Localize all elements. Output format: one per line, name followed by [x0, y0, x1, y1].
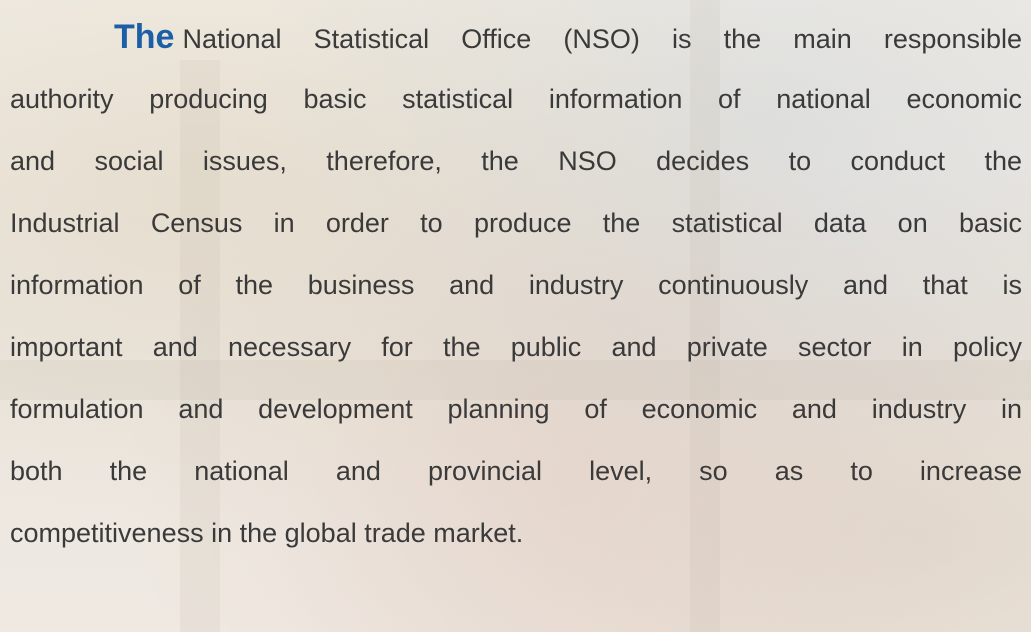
paragraph-line: The National Statistical Office (NSO) is … — [10, 6, 1022, 68]
paragraph-line: both the national and provincial level, … — [10, 440, 1022, 502]
paragraph: The National Statistical Office (NSO) is … — [10, 6, 1022, 564]
page: The National Statistical Office (NSO) is … — [0, 0, 1031, 632]
lead-word: The — [114, 18, 174, 56]
paragraph-line: information of the business and industry… — [10, 254, 1022, 316]
paragraph-line: formulation and development planning of … — [10, 378, 1022, 440]
line-text: National Statistical Office (NSO) is the… — [182, 24, 1022, 54]
paragraph-line: competitiveness in the global trade mark… — [10, 502, 1022, 564]
paragraph-line: important and necessary for the public a… — [10, 316, 1022, 378]
paragraph-line: and social issues, therefore, the NSO de… — [10, 130, 1022, 192]
paragraph-line: Industrial Census in order to produce th… — [10, 192, 1022, 254]
paragraph-line: authority producing basic statistical in… — [10, 68, 1022, 130]
